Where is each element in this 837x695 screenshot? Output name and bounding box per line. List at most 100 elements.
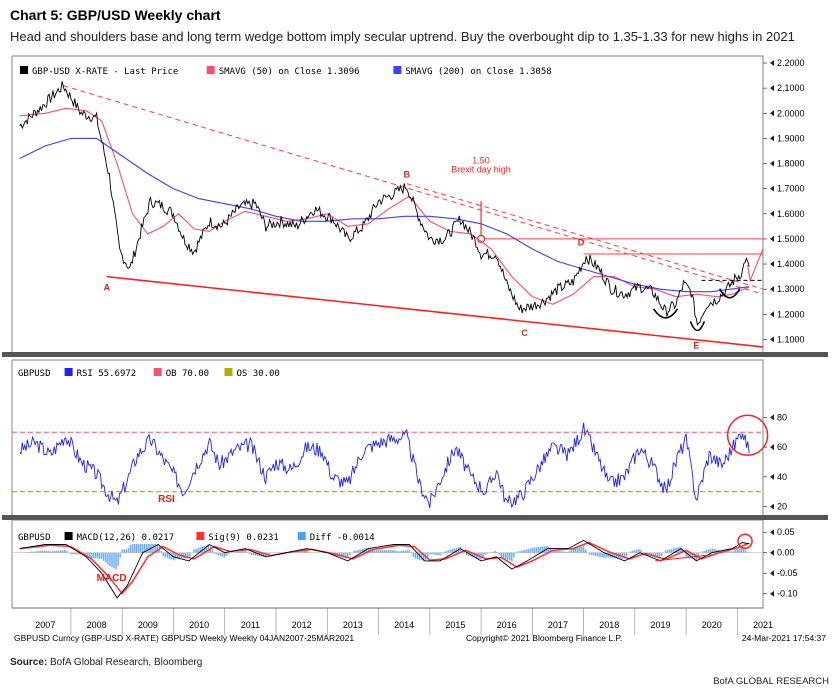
macd-y-tick-label: 0.05 — [777, 527, 795, 537]
macd-legend-label: Sig(9) 0.0231 — [208, 533, 278, 543]
price-y-tick-label: 1.7000 — [777, 184, 805, 194]
price-y-tick-label: 2.2000 — [777, 58, 805, 68]
price-y-tick-marker — [770, 185, 774, 192]
price-y-tick-label: 2.0000 — [777, 108, 805, 118]
right-shoulder-arc — [718, 288, 741, 299]
price-line — [19, 81, 750, 327]
source-text: BofA Global Research, Bloomberg — [47, 657, 203, 668]
price-y-tick-marker — [770, 286, 774, 293]
macd-y-tick-marker — [770, 570, 774, 577]
price-y-tick-marker — [770, 235, 774, 242]
macd-divergence-line — [655, 554, 712, 562]
chart-subtitle: Head and shoulders base and long term we… — [10, 29, 795, 44]
head-arc — [689, 321, 706, 332]
sma50-line — [19, 107, 750, 305]
price-legend-swatch — [20, 66, 28, 74]
macd-legend-swatch — [297, 532, 306, 540]
macd-legend-bg — [14, 528, 344, 544]
macd-y-tick-label: -0.05 — [777, 568, 798, 578]
x-tick-label: 2013 — [343, 620, 363, 630]
macd-y-tick-label: -0.10 — [777, 589, 798, 599]
price-legend-label: GBP-USD X-RATE - Last Price — [32, 67, 178, 77]
rsi-legend-label: GBPUSD — [18, 369, 51, 379]
x-tick-label: 2020 — [702, 620, 722, 630]
x-tick-label: 2015 — [445, 620, 465, 630]
macd-line — [19, 539, 750, 599]
price-legend-bg — [14, 62, 434, 78]
price-y-tick-marker — [770, 135, 774, 142]
brand-label: BofA GLOBAL RESEARCH — [713, 676, 829, 687]
macd-y-tick-label: 0.00 — [777, 548, 795, 558]
price-y-tick-label: 1.9000 — [777, 133, 805, 143]
price-legend-label: SMAVG (200) on Close 1.3058 — [405, 67, 551, 77]
secondary-trendline — [406, 183, 764, 290]
rsi-legend-swatch — [64, 368, 73, 376]
wedge-upper-trendline — [63, 85, 764, 295]
rsi-y-tick-label: 20 — [777, 502, 787, 512]
price-y-tick-marker — [770, 336, 774, 343]
rsi-y-tick-marker — [770, 414, 774, 421]
price-y-tick-label: 1.5000 — [777, 234, 805, 244]
chart-title: Chart 5: GBP/USD Weekly chart — [10, 7, 221, 23]
pattern-point-b: B — [403, 170, 410, 180]
footer-left: GBPUSD Curncy (GBP-USD X-RATE) GBPUSD We… — [14, 633, 354, 643]
price-y-tick-marker — [770, 261, 774, 268]
macd-legend-swatch — [64, 532, 73, 540]
rsi-y-tick-label: 40 — [777, 472, 787, 482]
source-note: Source: BofA Global Research, Bloomberg — [10, 657, 202, 668]
rsi-legend-swatch — [153, 368, 162, 376]
footer-copyright: Copyright© 2021 Bloomberg Finance L.P. — [466, 633, 622, 643]
x-tick-label: 2011 — [241, 620, 260, 630]
price-y-tick-label: 1.8000 — [777, 159, 805, 169]
footer-timestamp: 24-Mar-2021 17:54:37 — [742, 633, 826, 643]
price-y-tick-marker — [770, 160, 774, 167]
macd-legend-swatch — [196, 532, 205, 540]
price-y-tick-marker — [770, 110, 774, 117]
price-y-tick-label: 1.6000 — [777, 209, 805, 219]
x-tick-label: 2018 — [599, 620, 619, 630]
rsi-y-tick-marker — [770, 473, 774, 480]
rsi-legend-swatch — [224, 368, 233, 376]
x-tick-label: 2019 — [650, 620, 670, 630]
price-y-tick-marker — [770, 210, 774, 217]
x-tick-label: 2017 — [548, 620, 568, 630]
wedge-lower-trendline — [106, 275, 764, 348]
pattern-point-d: D — [578, 237, 585, 247]
price-y-tick-label: 1.4000 — [777, 259, 805, 269]
price-legend-swatch — [206, 66, 215, 74]
x-tick-label: 2016 — [497, 620, 517, 630]
price-y-tick-marker — [770, 311, 774, 318]
pattern-point-c: C — [521, 328, 528, 338]
price-y-tick-marker — [770, 85, 774, 92]
brexit-sublabel: Brexit day high — [451, 164, 511, 174]
price-y-tick-label: 1.1000 — [777, 334, 805, 344]
price-y-tick-label: 2.1000 — [777, 83, 805, 93]
x-tick-label: 2008 — [87, 620, 107, 630]
x-tick-label: 2012 — [292, 620, 312, 630]
pattern-point-a: A — [104, 283, 111, 293]
pattern-point-e: E — [693, 340, 699, 350]
rsi-legend-label: OS 30.00 — [237, 369, 280, 379]
price-y-tick-label: 1.2000 — [777, 309, 805, 319]
rsi-y-tick-marker — [770, 503, 774, 510]
rsi-highlight-circle — [726, 414, 769, 457]
panel-divider — [2, 515, 828, 520]
sma200-line — [19, 137, 750, 293]
x-tick-label: 2007 — [35, 620, 55, 630]
macd-legend-label: MACD(12,26) 0.0217 — [77, 533, 175, 543]
x-tick-label: 2009 — [138, 620, 158, 630]
rsi-y-tick-label: 60 — [777, 442, 787, 452]
price-y-tick-label: 1.3000 — [777, 284, 805, 294]
left-shoulder-arc — [652, 308, 679, 319]
source-label: Source: — [10, 657, 48, 668]
rsi-legend-label: RSI 55.6972 — [77, 369, 137, 379]
x-tick-label: 2021 — [753, 620, 773, 630]
macd-legend-label: Diff -0.0014 — [310, 533, 375, 543]
rsi-annotation: RSI — [158, 494, 175, 505]
panel-divider — [2, 352, 828, 357]
rsi-legend-label: OB 70.00 — [166, 369, 209, 379]
brexit-label: 1.50 — [472, 156, 490, 166]
macd-y-tick-marker — [770, 590, 774, 597]
macd-annotation: MACD — [97, 573, 127, 584]
